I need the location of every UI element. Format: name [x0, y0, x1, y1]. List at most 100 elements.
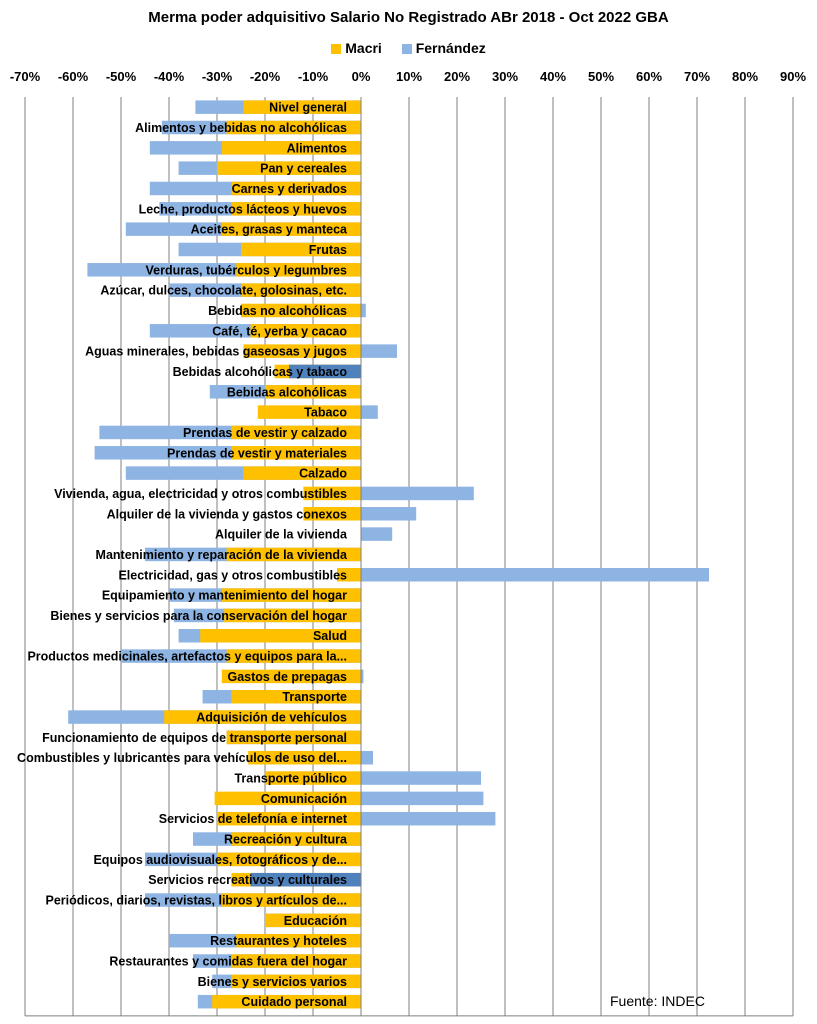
bar-macri [200, 628, 361, 643]
category-label: Prendas de vestir y materiales [167, 446, 347, 460]
category-label: Alimentos y bebidas no alcohólicas [135, 121, 347, 135]
bar-overlap [250, 872, 361, 887]
category-label: Bebidas alcohólicas y tabaco [173, 365, 348, 379]
bar-macri [241, 283, 361, 297]
bar-macri [241, 303, 361, 318]
bar-fernandez [361, 527, 393, 541]
bar-macri [248, 750, 361, 765]
bar-macri [221, 893, 361, 907]
bar-macri [226, 547, 361, 562]
legend-swatch-macri [331, 44, 342, 54]
category-label: Tabaco [304, 406, 347, 420]
category-label: Electricidad, gas y otros combustibles [118, 568, 347, 582]
bar-macri [214, 791, 361, 806]
bar-macri [243, 100, 361, 114]
category-label: Equipos audiovisuales, fotográficos y de… [93, 853, 347, 867]
x-tick-label: 40% [540, 69, 566, 84]
bar-fernandez [361, 344, 397, 358]
x-tick-label: 10% [396, 69, 422, 84]
bar-macri [226, 120, 361, 135]
category-label: Alimentos [287, 141, 347, 155]
bar-macri [221, 222, 361, 236]
category-label: Café, té, yerba y cacao [212, 324, 347, 338]
bar-fernandez [361, 568, 709, 582]
bar-macri [257, 405, 361, 419]
chart-title: Merma poder adquisitivo Salario No Regis… [148, 9, 669, 26]
category-label: Gastos de prepagas [228, 670, 348, 684]
legend-item-macri: Macri [331, 40, 382, 56]
x-tick-label: 20% [444, 69, 470, 84]
category-label: Transporte [282, 690, 347, 704]
bar-macri [231, 832, 361, 846]
category-label: Mantenimiento y reparación de la viviend… [96, 548, 349, 562]
bar-macri [226, 649, 361, 663]
category-label: Comunicación [261, 792, 347, 806]
category-label: Frutas [309, 243, 347, 257]
category-label: Productos medicinales, artefactos y equi… [27, 650, 347, 664]
x-tick-label: -20% [250, 69, 281, 84]
bar-macri [231, 181, 361, 196]
category-label: Servicios recreativos y culturales [148, 873, 347, 887]
bar-macri [231, 954, 361, 968]
x-tick-label: -30% [202, 69, 233, 84]
category-label: Carnes y derivados [232, 182, 347, 196]
bar-macri [221, 588, 361, 602]
category-label: Adquisición de vehículos [196, 711, 347, 725]
legend-swatch-fernandez [401, 44, 412, 54]
bar-fernandez [361, 771, 481, 785]
bar-macri [243, 344, 361, 358]
category-label: Alquiler de la vivienda y gastos conexos [107, 507, 347, 521]
bar-macri [303, 486, 361, 501]
bar-fernandez [361, 811, 496, 826]
bar-macri [231, 425, 361, 440]
category-label: Restaurantes y hoteles [210, 934, 347, 948]
category-label: Verduras, tubérculos y legumbres [146, 263, 348, 277]
category-label: Equipamiento y mantenimiento del hogar [102, 589, 347, 603]
legend: Macri Fernández [0, 40, 817, 56]
category-label: Salud [313, 629, 347, 643]
category-label: Funcionamiento de equipos de transporte … [42, 731, 347, 745]
bar-macri [241, 242, 361, 257]
bar-macri [236, 263, 361, 277]
bar-macri [226, 730, 361, 745]
bar-macri [303, 507, 361, 521]
category-label: Transporte público [234, 772, 347, 786]
bar-macri [231, 689, 361, 704]
category-label: Calzado [299, 467, 347, 481]
bar-macri [164, 710, 361, 724]
bar-macri [217, 852, 361, 867]
bar-macri [265, 385, 361, 399]
x-tick-label: 0% [352, 69, 371, 84]
category-label: Recreación y cultura [224, 833, 348, 847]
category-label: Educación [284, 914, 347, 928]
category-label: Bienes y servicios varios [198, 975, 347, 989]
category-label: Prendas de vestir y calzado [183, 426, 347, 440]
bar-macri [221, 141, 361, 155]
category-label: Pan y cereales [260, 162, 347, 176]
category-label: Aceites, grasas y manteca [191, 223, 348, 237]
bar-macri [243, 466, 361, 480]
category-label: Bebidas alcohólicas [227, 385, 347, 399]
bar-fernandez [361, 750, 373, 765]
category-label: Periódicos, diarios, revistas, libros y … [45, 894, 347, 908]
bar-macri [224, 608, 361, 623]
x-tick-label: 50% [588, 69, 614, 84]
category-label: Nivel general [269, 101, 347, 115]
source-note: Fuente: INDEC [610, 993, 705, 1009]
bar-macri [231, 446, 361, 460]
bar-fernandez [361, 405, 378, 419]
x-tick-label: 60% [636, 69, 662, 84]
bar-macri [217, 811, 361, 826]
bar-fernandez [361, 507, 417, 521]
category-label: Bebidas no alcohólicas [208, 304, 347, 318]
category-label: Azúcar, dulces, chocolate, golosinas, et… [100, 284, 347, 298]
legend-item-fernandez: Fernández [401, 40, 486, 56]
x-tick-label: 30% [492, 69, 518, 84]
bar-macri [217, 161, 361, 175]
category-label: Cuidado personal [241, 995, 347, 1009]
x-tick-label: -10% [298, 69, 329, 84]
category-label: Vivienda, agua, electricidad y otros com… [54, 487, 347, 501]
legend-label-macri: Macri [345, 40, 382, 56]
category-label: Bienes y servicios para la conservación … [50, 609, 347, 623]
category-label: Alquiler de la vivienda [215, 528, 348, 542]
